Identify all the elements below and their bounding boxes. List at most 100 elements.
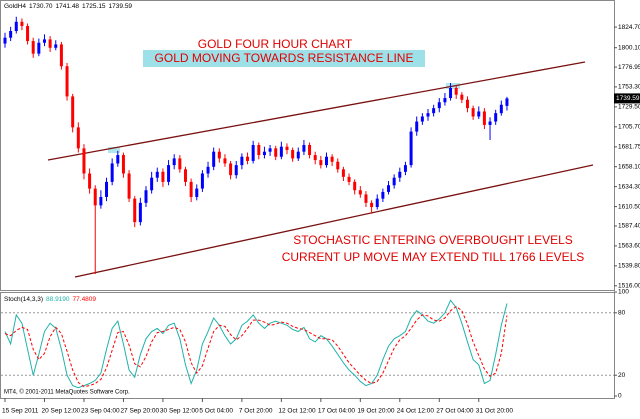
- candle-body: [403, 165, 407, 172]
- candle-body: [54, 44, 58, 48]
- stoch-line: [4, 305, 508, 388]
- candle-body: [14, 21, 18, 32]
- resistance-line: [47, 61, 586, 161]
- high-label: 1741.48: [56, 3, 80, 10]
- candle-body: [465, 99, 469, 109]
- stoch-title: Stoch(14,3,3): [4, 296, 43, 303]
- candle-body: [26, 25, 30, 42]
- candle-body: [387, 185, 391, 192]
- y-tick-label: 1539.80: [618, 263, 640, 270]
- candle-body: [341, 169, 345, 177]
- candle-body: [189, 181, 193, 197]
- candle-body: [324, 156, 328, 166]
- candle-body: [308, 145, 312, 156]
- candle-body: [426, 113, 430, 117]
- candle-body: [172, 158, 176, 166]
- x-tick-label: 23 Sep 04:00: [81, 408, 120, 415]
- x-tick-label: 24 Oct 12:00: [397, 408, 435, 415]
- candle-body: [217, 151, 221, 159]
- candle-body: [449, 88, 453, 99]
- y-tick-label: 1729.50: [618, 104, 640, 111]
- candle-body: [296, 151, 300, 159]
- candle-body: [358, 190, 362, 195]
- candle-body: [268, 148, 272, 152]
- candle-body: [144, 190, 148, 203]
- x-tick-label: 17 Oct 04:00: [318, 408, 356, 415]
- x-tick-label: 12 Oct 12:00: [278, 408, 316, 415]
- candle-body: [381, 191, 385, 199]
- candle-body: [330, 156, 334, 162]
- x-tick-label: 19 Oct 20:00: [357, 408, 395, 415]
- chart-subtitle: GOLD MOVING TOWARDS RESISTANCE LINE: [155, 51, 414, 65]
- candle-body: [291, 150, 295, 159]
- candle-body: [409, 131, 413, 166]
- candle-body: [460, 94, 464, 100]
- candle-body: [443, 98, 447, 103]
- candle-body: [319, 160, 323, 166]
- x-tick-label: 27 Oct 04:00: [436, 408, 474, 415]
- subtitle-box: [143, 50, 425, 67]
- y-tick-label: 0: [618, 393, 622, 400]
- candle-body: [212, 151, 216, 167]
- candle-body: [82, 148, 86, 174]
- y-tick-label: 1563.60: [618, 243, 640, 250]
- y-tick-label: 100: [618, 289, 629, 296]
- candle-body: [110, 163, 114, 182]
- candle-body: [155, 171, 159, 178]
- low-label: 1725.15: [82, 3, 106, 10]
- candle-body: [313, 155, 317, 161]
- candle-body: [505, 98, 509, 106]
- candle-body: [353, 181, 357, 191]
- open-label: 1730.70: [29, 3, 53, 10]
- candle-body: [234, 165, 238, 176]
- candle-body: [65, 66, 69, 97]
- candle-body: [59, 44, 63, 67]
- candle-body: [223, 158, 227, 164]
- candle-body: [42, 39, 46, 43]
- x-tick-label: 7 Oct 20:00: [239, 408, 273, 415]
- candle-body: [257, 145, 261, 156]
- candle-body: [454, 88, 458, 95]
- candle-body: [240, 156, 244, 166]
- x-tick-label: 5 Oct 04:00: [199, 408, 233, 415]
- candle-body: [48, 39, 52, 48]
- candle-body: [336, 161, 340, 170]
- k-label: 88.9190: [46, 296, 70, 303]
- candle-body: [302, 145, 306, 152]
- stoch-header: Stoch(14,3,3) 88.9190 77.4809: [4, 296, 96, 303]
- candle-body: [274, 148, 278, 157]
- candle-body: [494, 113, 498, 122]
- candle-body: [206, 166, 210, 174]
- y-tick-label: 1681.75: [618, 144, 640, 151]
- close-label: 1739.59: [109, 3, 133, 10]
- stoch-panel: [0, 292, 615, 399]
- price-box: [614, 93, 640, 104]
- candle-body: [93, 188, 97, 206]
- chart-title: GOLD FOUR HOUR CHART: [198, 37, 353, 51]
- x-tick-label: 15 Sep 2011: [2, 408, 39, 415]
- candle-body: [31, 41, 35, 54]
- candle-body: [150, 177, 154, 191]
- candle-body: [161, 171, 165, 182]
- candle-body: [279, 146, 283, 157]
- candle-body: [420, 116, 424, 122]
- candle-body: [138, 202, 142, 223]
- d-label: 77.4809: [73, 296, 97, 303]
- candle-body: [229, 163, 233, 176]
- candle-body: [121, 155, 125, 174]
- candle-body: [375, 198, 379, 208]
- candle-body: [178, 158, 182, 170]
- stoch-line: [4, 299, 508, 389]
- candle-body: [167, 165, 171, 182]
- candle-body: [20, 21, 24, 26]
- candle-body: [116, 155, 120, 164]
- y-tick-label: 1610.50: [618, 203, 640, 210]
- y-tick-label: 1776.95: [618, 64, 640, 71]
- y-tick-label: 1824.70: [618, 24, 640, 31]
- y-tick-label: 1634.30: [618, 183, 640, 190]
- y-tick-label: 1800.10: [618, 44, 640, 51]
- candle-body: [183, 169, 187, 182]
- candle-body: [195, 188, 199, 197]
- x-tick-label: 31 Oct 20:00: [476, 408, 514, 415]
